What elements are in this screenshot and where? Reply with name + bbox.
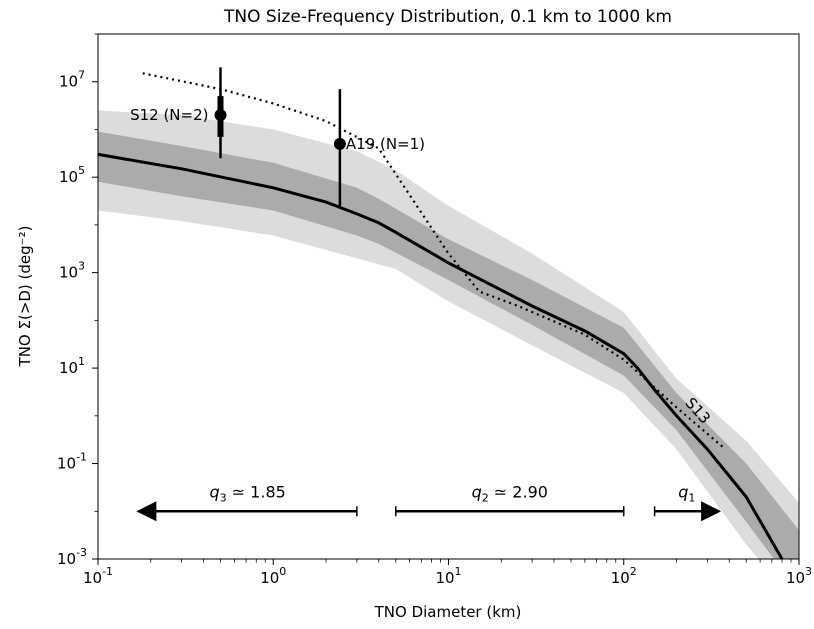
slope-label: q1: [678, 482, 695, 504]
x-tick-label: 10-1: [83, 565, 113, 587]
y-tick-label: 107: [59, 69, 85, 91]
outer-confidence-band: [98, 110, 799, 559]
model-curve: [98, 152, 784, 559]
point-label: S12 (N=2): [130, 106, 208, 124]
y-tick-label: 103: [59, 260, 85, 282]
y-axis-label: TNO Σ(>D) (deg⁻²): [16, 226, 34, 368]
observations: S12 (N=2) A19 (N=1): [130, 67, 425, 206]
plot-area: [98, 72, 799, 559]
y-axis-ticks: 10-3 10-1 101 103 105 107: [57, 33, 98, 568]
x-tick-label: 100: [260, 565, 286, 587]
slope-label: q2 ≃ 2.90: [472, 482, 548, 504]
slope-ranges: q3 ≃ 1.85 q2 ≃ 2.90 q1: [136, 482, 722, 522]
y-tick-label: 105: [59, 164, 85, 186]
observation-point: A19 (N=1): [333, 89, 425, 206]
point-label: A19 (N=1): [346, 135, 425, 153]
chart-title: TNO Size-Frequency Distribution, 0.1 km …: [223, 7, 672, 27]
slope-range-q1: q1: [653, 482, 722, 522]
observation-point: S12 (N=2): [130, 67, 227, 159]
slope-range-q2: q2 ≃ 2.90: [394, 482, 625, 517]
inner-confidence-band: [98, 131, 799, 559]
x-tick-label: 103: [786, 565, 812, 587]
data-point-marker: [333, 137, 346, 150]
x-axis-label: TNO Diameter (km): [374, 603, 522, 621]
slope-range-q3: q3 ≃ 1.85: [136, 482, 358, 522]
y-tick-label: 10-3: [57, 546, 87, 568]
y-tick-label: 10-1: [57, 451, 87, 473]
slope-label: q3 ≃ 1.85: [209, 482, 285, 504]
x-tick-label: 102: [611, 565, 637, 587]
x-tick-label: 101: [435, 565, 461, 587]
data-point-marker: [214, 109, 227, 122]
x-axis-ticks: 10-1 100 101 102 103: [83, 559, 812, 587]
y-tick-label: 101: [59, 355, 85, 377]
